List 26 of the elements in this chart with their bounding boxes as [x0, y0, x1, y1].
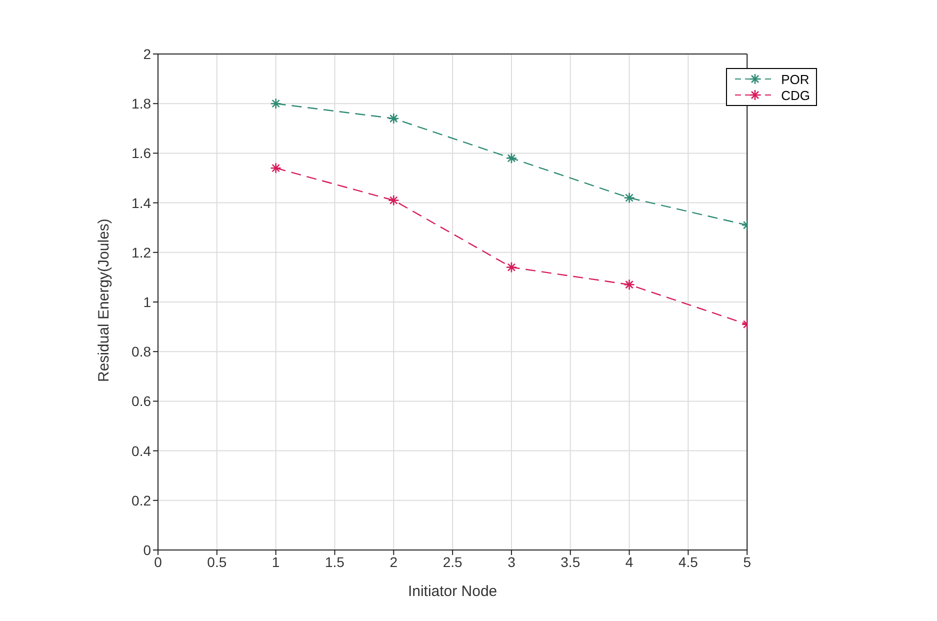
y-tick-label: 0.4	[132, 442, 152, 459]
y-tick-label: 2	[143, 46, 152, 62]
x-axis-title: Initiator Node	[408, 583, 498, 600]
legend-label: POR	[781, 72, 810, 86]
y-tick-label: 1.2	[132, 244, 152, 260]
y-tick-label: 0.2	[132, 492, 152, 508]
x-tick-label: 2	[390, 554, 398, 570]
y-tick-label: 0	[143, 542, 152, 558]
x-tick-label: 4.5	[678, 554, 698, 570]
x-tick-label: 1	[272, 554, 280, 570]
y-tick-label: 1.4	[132, 194, 152, 211]
x-tick-label: 2.5	[442, 554, 462, 570]
y-tick-label: 1.8	[132, 96, 152, 112]
legend-label: CDG	[781, 88, 810, 102]
x-tick-label: 0.5	[207, 554, 227, 570]
x-tick-label: 0	[154, 554, 162, 570]
y-tick-label: 1.6	[132, 145, 152, 162]
y-tick-label: 0.6	[132, 393, 152, 410]
y-tick-label: 0.8	[132, 344, 152, 360]
x-tick-label: 1.5	[325, 554, 345, 570]
y-axis-title: Residual Energy(Joules)	[95, 218, 112, 382]
x-tick-label: 4	[625, 554, 634, 570]
x-tick-label: 3	[508, 554, 516, 570]
y-tick-label: 1	[143, 294, 152, 310]
x-tick-label: 3.5	[560, 554, 580, 570]
x-tick-label: 5	[743, 554, 752, 570]
